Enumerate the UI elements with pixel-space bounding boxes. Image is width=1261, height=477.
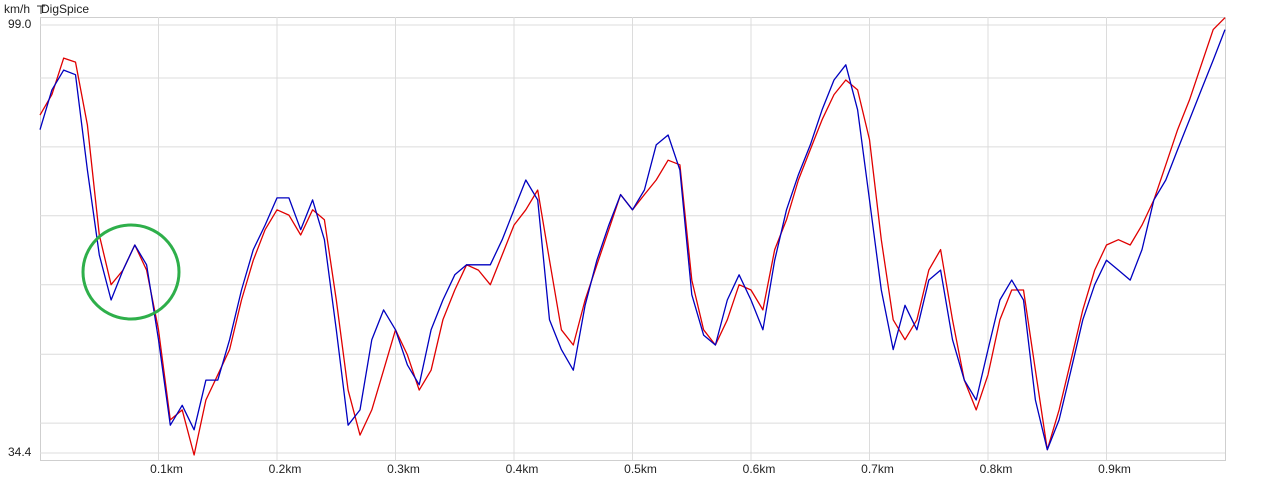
app-icon	[37, 5, 45, 14]
x-tick-label: 0.6km	[743, 462, 776, 476]
app-title: DigSpice	[41, 2, 89, 16]
x-tick-label: 0.4km	[506, 462, 539, 476]
series-line	[39, 29, 1226, 451]
x-tick-label: 0.8km	[980, 462, 1013, 476]
x-tick-label: 0.3km	[387, 462, 420, 476]
x-tick-label: 0.9km	[1098, 462, 1131, 476]
grid	[40, 17, 1225, 460]
y-tick-label: 34.4	[8, 445, 32, 459]
x-tick-label: 0.1km	[150, 462, 183, 476]
y-tick-label: 99.0	[8, 17, 32, 31]
x-tick-label: 0.2km	[269, 462, 302, 476]
y-axis-unit: km/h	[4, 2, 30, 16]
x-tick-label: 0.5km	[624, 462, 657, 476]
x-tick-label: 0.7km	[861, 462, 894, 476]
lines	[39, 17, 1226, 456]
highlight-circle	[81, 223, 181, 321]
